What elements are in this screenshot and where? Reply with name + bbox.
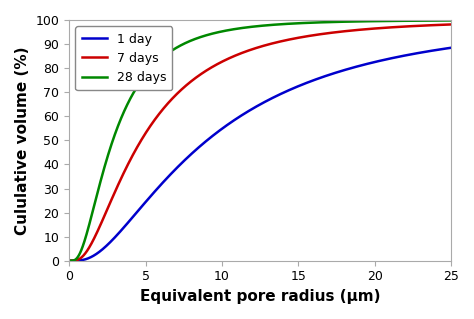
1 day: [75, 259, 81, 263]
28 days: [448, 19, 454, 22]
1 day: [381, 58, 386, 62]
7 days: [296, 36, 301, 40]
7 days: [381, 26, 386, 30]
7 days: [66, 259, 72, 263]
Line: 28 days: 28 days: [69, 20, 451, 261]
7 days: [208, 66, 214, 70]
X-axis label: Equivalent pore radius (μm): Equivalent pore radius (μm): [140, 289, 380, 304]
Y-axis label: Cululative volume (%): Cululative volume (%): [15, 46, 30, 234]
7 days: [87, 245, 92, 249]
28 days: [75, 256, 81, 259]
7 days: [75, 258, 81, 262]
1 day: [448, 46, 454, 50]
28 days: [296, 21, 301, 25]
28 days: [87, 221, 92, 225]
28 days: [100, 170, 106, 174]
1 day: [100, 247, 106, 251]
1 day: [296, 84, 301, 88]
Legend: 1 day, 7 days, 28 days: 1 day, 7 days, 28 days: [75, 26, 173, 90]
Line: 7 days: 7 days: [69, 25, 451, 261]
28 days: [66, 259, 72, 263]
28 days: [381, 19, 386, 23]
7 days: [448, 23, 454, 26]
28 days: [208, 32, 214, 36]
1 day: [208, 135, 214, 139]
7 days: [100, 217, 106, 221]
1 day: [87, 256, 92, 260]
1 day: [66, 259, 72, 263]
Line: 1 day: 1 day: [69, 48, 451, 261]
